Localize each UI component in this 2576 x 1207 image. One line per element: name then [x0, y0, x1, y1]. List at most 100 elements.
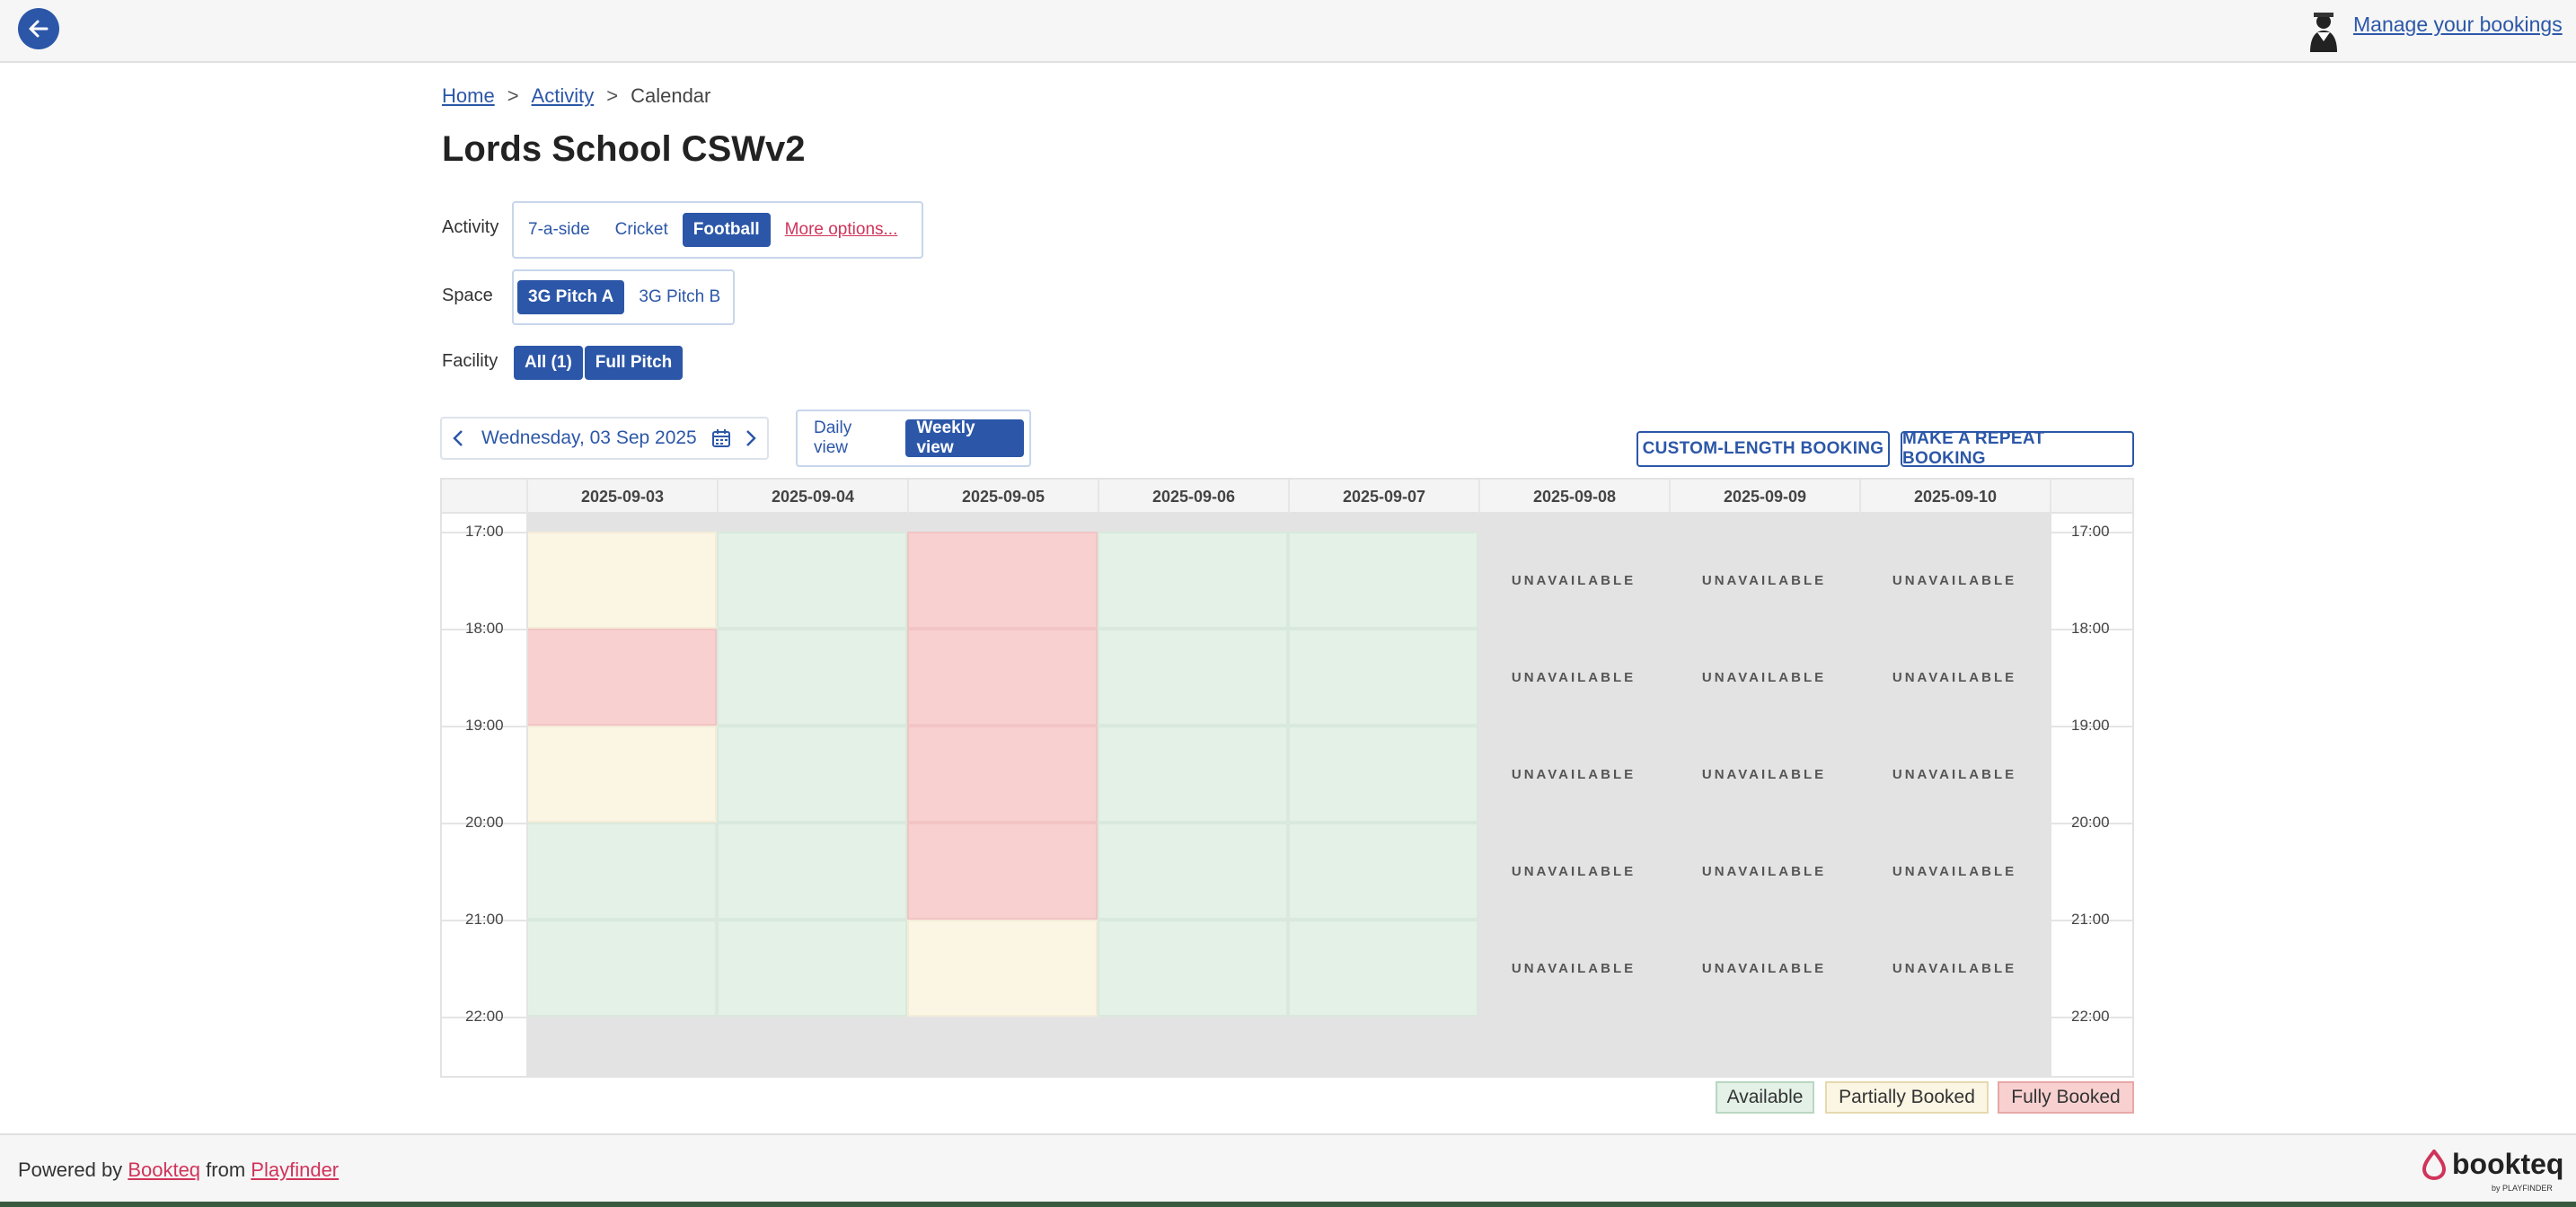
time-header-right — [2050, 480, 2132, 514]
slot-2025-09-10-18:00: UNAVAILABLE — [1859, 629, 2050, 726]
top-bar: Manage your bookings — [0, 0, 2576, 63]
column-divider — [1478, 514, 1480, 1076]
view-toggle: Daily view Weekly view — [796, 410, 1031, 467]
back-button[interactable] — [18, 8, 59, 49]
slot-2025-09-05-17:00[interactable] — [907, 532, 1098, 629]
slot-2025-09-03-18:00[interactable] — [526, 629, 717, 726]
breadcrumb-separator: > — [606, 84, 619, 107]
from-text: from — [206, 1159, 246, 1181]
legend-available: Available — [1716, 1081, 1814, 1114]
activity-option-football[interactable]: Football — [682, 213, 771, 247]
breadcrumb: Home > Activity > Calendar — [442, 84, 710, 108]
user-avatar-icon — [2310, 13, 2337, 52]
slot-2025-09-04-17:00[interactable] — [717, 532, 907, 629]
activity-option-cricket[interactable]: Cricket — [614, 220, 668, 239]
repeat-booking-button[interactable]: MAKE A REPEAT BOOKING — [1901, 429, 2134, 468]
slot-2025-09-04-21:00[interactable] — [717, 920, 907, 1017]
column-divider — [1859, 514, 1861, 1076]
time-label-right: 19:00 — [2071, 717, 2110, 734]
previous-date-button[interactable] — [442, 418, 474, 458]
day-header-2025-09-04: 2025-09-04 — [717, 480, 907, 514]
slot-2025-09-05-20:00[interactable] — [907, 823, 1098, 920]
column-divider — [1098, 514, 1099, 1076]
day-header-2025-09-07: 2025-09-07 — [1288, 480, 1478, 514]
facility-label: Facility — [442, 351, 498, 371]
day-header-2025-09-03: 2025-09-03 — [526, 480, 717, 514]
activity-label: Activity — [442, 217, 499, 237]
slot-2025-09-07-19:00[interactable] — [1288, 726, 1478, 823]
facility-option-full-pitch[interactable]: Full Pitch — [584, 346, 684, 380]
brand-sub: by PLAYFINDER — [2492, 1184, 2553, 1193]
column-divider — [717, 514, 719, 1076]
custom-length-booking-button[interactable]: CUSTOM-LENGTH BOOKING — [1636, 431, 1890, 467]
space-option-3g-pitch-b[interactable]: 3G Pitch B — [639, 287, 721, 306]
page-title: Lords School CSWv2 — [442, 129, 806, 169]
slot-2025-09-09-20:00: UNAVAILABLE — [1669, 823, 1859, 920]
slot-2025-09-10-17:00: UNAVAILABLE — [1859, 532, 2050, 629]
time-label-right: 20:00 — [2071, 814, 2110, 831]
activity-more-options-link[interactable]: More options... — [784, 220, 898, 239]
avatar[interactable] — [2305, 11, 2342, 54]
slot-2025-09-10-20:00: UNAVAILABLE — [1859, 823, 2050, 920]
slot-2025-09-05-21:00[interactable] — [907, 920, 1098, 1017]
slot-2025-09-09-19:00: UNAVAILABLE — [1669, 726, 1859, 823]
next-date-button[interactable] — [735, 418, 767, 458]
time-label-left: 22:00 — [465, 1008, 504, 1025]
activity-option-7-a-side[interactable]: 7-a-side — [528, 220, 590, 239]
slot-2025-09-03-19:00[interactable] — [526, 726, 717, 823]
slot-2025-09-03-17:00[interactable] — [526, 532, 717, 629]
daily-view-button[interactable]: Daily view — [814, 418, 852, 457]
column-divider — [526, 514, 528, 1076]
slot-2025-09-06-17:00[interactable] — [1098, 532, 1288, 629]
slot-2025-09-09-18:00: UNAVAILABLE — [1669, 629, 1859, 726]
slot-2025-09-03-20:00[interactable] — [526, 823, 717, 920]
manage-bookings-link[interactable]: Manage your bookings — [2353, 13, 2563, 36]
slot-2025-09-03-21:00[interactable] — [526, 920, 717, 1017]
slot-2025-09-05-18:00[interactable] — [907, 629, 1098, 726]
slot-2025-09-07-21:00[interactable] — [1288, 920, 1478, 1017]
playfinder-link[interactable]: Playfinder — [251, 1159, 340, 1181]
column-divider — [1669, 514, 1671, 1076]
chevron-left-icon — [453, 430, 463, 446]
bookteq-link[interactable]: Bookteq — [128, 1159, 201, 1181]
breadcrumb-separator: > — [507, 84, 519, 107]
facility-option-all[interactable]: All (1) — [514, 346, 583, 380]
space-option-3g-pitch-a[interactable]: 3G Pitch A — [517, 280, 625, 314]
calendar-icon[interactable] — [708, 425, 735, 452]
slot-2025-09-06-21:00[interactable] — [1098, 920, 1288, 1017]
day-header-2025-09-05: 2025-09-05 — [907, 480, 1098, 514]
breadcrumb-activity[interactable]: Activity — [531, 84, 595, 107]
bookteq-drop-icon — [2422, 1150, 2447, 1180]
slot-2025-09-07-20:00[interactable] — [1288, 823, 1478, 920]
bookteq-logo: bookteq by PLAYFINDER — [2422, 1148, 2564, 1193]
arrow-left-icon — [29, 20, 49, 38]
time-label-left: 21:00 — [465, 911, 504, 928]
facility-filter: All (1) Full Pitch — [514, 344, 684, 382]
slot-2025-09-06-19:00[interactable] — [1098, 726, 1288, 823]
slot-2025-09-07-17:00[interactable] — [1288, 532, 1478, 629]
slot-2025-09-06-18:00[interactable] — [1098, 629, 1288, 726]
slot-2025-09-07-18:00[interactable] — [1288, 629, 1478, 726]
time-grid-line — [442, 1017, 2132, 1018]
column-divider — [907, 514, 909, 1076]
legend-partially-booked: Partially Booked — [1825, 1081, 1989, 1114]
slot-2025-09-04-20:00[interactable] — [717, 823, 907, 920]
breadcrumb-home[interactable]: Home — [442, 84, 495, 107]
day-header-2025-09-10: 2025-09-10 — [1859, 480, 2050, 514]
space-filter: 3G Pitch A 3G Pitch B — [512, 269, 735, 325]
date-input[interactable]: Wednesday, 03 Sep 2025 — [481, 427, 697, 448]
slot-2025-09-06-20:00[interactable] — [1098, 823, 1288, 920]
weekly-calendar: 2025-09-03 2025-09-04 2025-09-05 2025-09-06… — [440, 478, 2134, 1078]
slot-2025-09-08-20:00: UNAVAILABLE — [1478, 823, 1669, 920]
legend-fully-booked: Fully Booked — [1998, 1081, 2134, 1114]
weekly-view-button[interactable]: Weekly view — [905, 418, 1024, 457]
slot-2025-09-04-19:00[interactable] — [717, 726, 907, 823]
slot-2025-09-10-21:00: UNAVAILABLE — [1859, 920, 2050, 1017]
footer-powered-by: Powered by Bookteq from Playfinder — [18, 1159, 339, 1182]
slot-2025-09-10-19:00: UNAVAILABLE — [1859, 726, 2050, 823]
slot-2025-09-05-19:00[interactable] — [907, 726, 1098, 823]
brand-name: bookteq — [2452, 1148, 2564, 1180]
calendar-bottom-band — [526, 1017, 2050, 1076]
time-label-right: 22:00 — [2071, 1008, 2110, 1025]
slot-2025-09-04-18:00[interactable] — [717, 629, 907, 726]
